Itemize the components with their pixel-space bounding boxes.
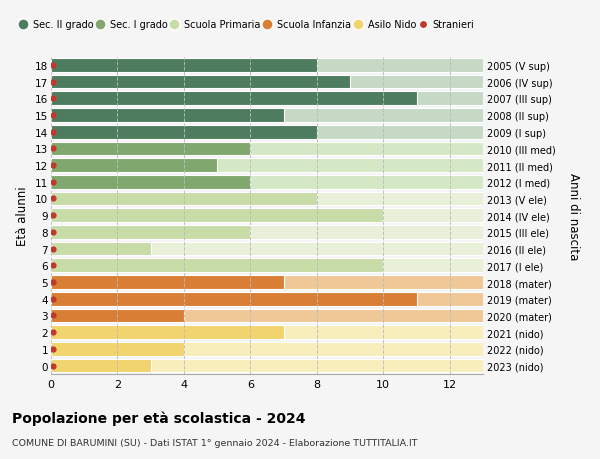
Bar: [51, 309, 483, 323]
Bar: [51, 325, 483, 339]
Bar: [51, 225, 250, 239]
Bar: [51, 192, 317, 206]
Bar: [51, 359, 151, 373]
Legend: Sec. II grado, Sec. I grado, Scuola Primaria, Scuola Infanzia, Asilo Nido, Stran: Sec. II grado, Sec. I grado, Scuola Prim…: [16, 16, 478, 34]
Y-axis label: Età alunni: Età alunni: [16, 186, 29, 246]
Bar: [51, 292, 416, 306]
Bar: [51, 359, 483, 373]
Bar: [51, 192, 483, 206]
Text: COMUNE DI BARUMINI (SU) - Dati ISTAT 1° gennaio 2024 - Elaborazione TUTTITALIA.I: COMUNE DI BARUMINI (SU) - Dati ISTAT 1° …: [12, 438, 418, 448]
Bar: [51, 126, 317, 139]
Text: Popolazione per età scolastica - 2024: Popolazione per età scolastica - 2024: [12, 411, 305, 425]
Bar: [51, 325, 284, 339]
Bar: [51, 76, 483, 89]
Bar: [51, 342, 483, 356]
Bar: [51, 59, 483, 73]
Bar: [51, 309, 184, 323]
Bar: [51, 159, 217, 173]
Bar: [51, 292, 483, 306]
Bar: [51, 342, 184, 356]
Bar: [51, 159, 483, 173]
Bar: [51, 242, 483, 256]
Bar: [51, 142, 250, 156]
Bar: [51, 209, 483, 223]
Bar: [51, 259, 383, 273]
Bar: [51, 109, 483, 123]
Bar: [51, 225, 483, 239]
Bar: [51, 175, 483, 189]
Bar: [51, 92, 483, 106]
Bar: [51, 76, 350, 89]
Bar: [51, 109, 284, 123]
Bar: [51, 126, 483, 139]
Y-axis label: Anni di nascita: Anni di nascita: [567, 172, 580, 259]
Bar: [51, 209, 383, 223]
Bar: [51, 142, 483, 156]
Bar: [51, 92, 416, 106]
Bar: [51, 259, 483, 273]
Bar: [51, 175, 250, 189]
Bar: [51, 275, 284, 289]
Bar: [51, 275, 483, 289]
Bar: [51, 242, 151, 256]
Bar: [51, 59, 317, 73]
